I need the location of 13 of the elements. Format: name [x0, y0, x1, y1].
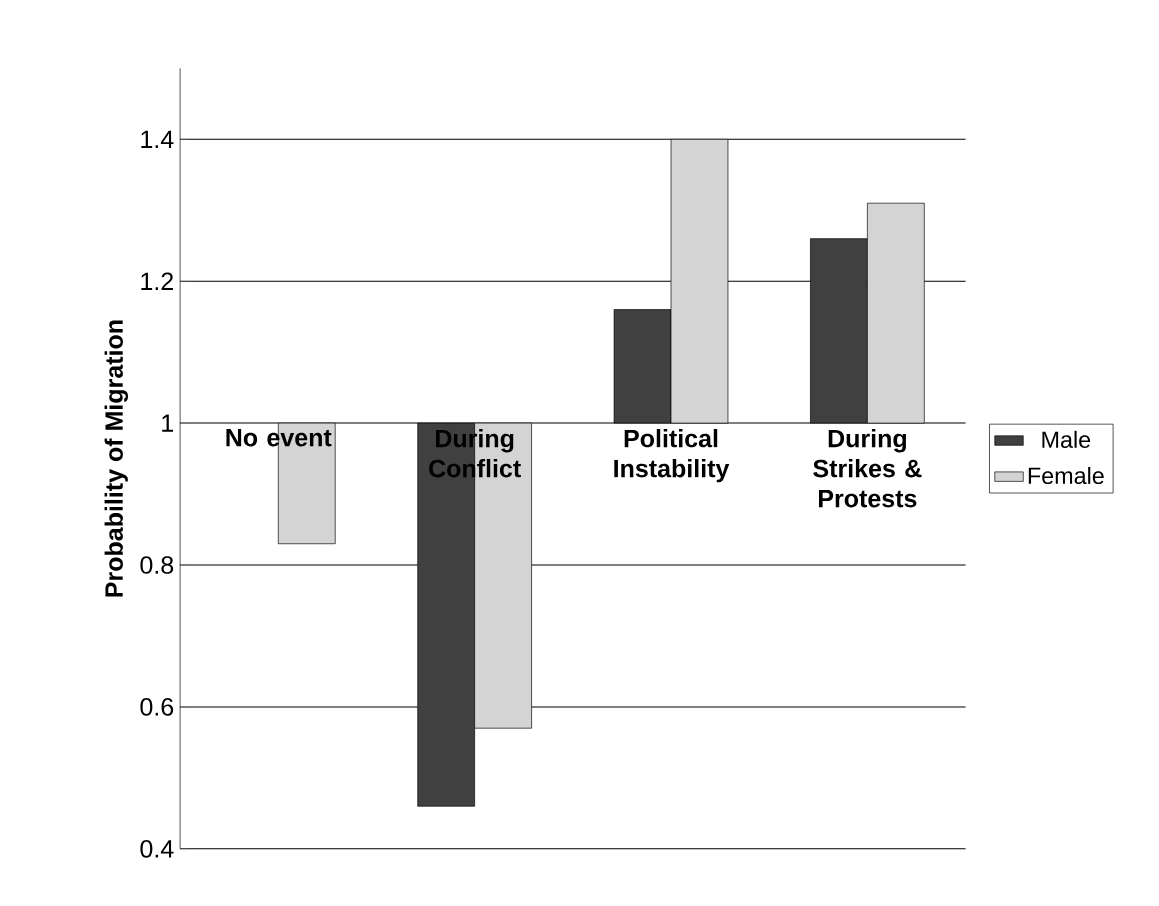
- y-axis-title: Probability of Migration: [104, 320, 128, 597]
- legend-label: Male: [1042, 431, 1091, 449]
- y-tick-label: 0.8: [140, 556, 174, 575]
- y-tick-label: 0.4: [140, 840, 174, 858]
- x-tick-label: No event: [226, 429, 332, 447]
- x-tick-label: During Strikes & Protests: [813, 429, 922, 508]
- y-tick-label: 0.6: [140, 698, 174, 716]
- x-tick-label: During Conflict: [429, 429, 521, 478]
- y-tick-label: 1.4: [141, 130, 174, 149]
- legend-label: Female: [1028, 467, 1104, 485]
- y-tick-label: 1.2: [141, 272, 173, 291]
- x-tick-label: Political Instability: [614, 429, 730, 483]
- y-tick-label: 1: [162, 414, 173, 432]
